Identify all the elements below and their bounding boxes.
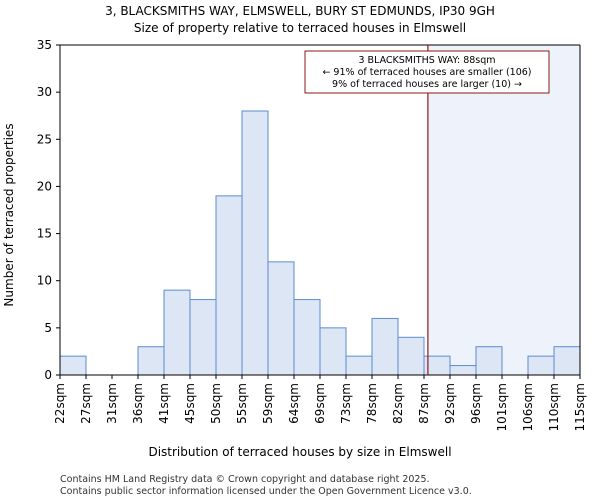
bar-96sqm [475, 346, 503, 376]
plot-area: 0 5 10 15 20 25 30 35 22sqm 27sqm 31sqm 36sqm 41sqm 4… [37, 38, 587, 431]
bar-110sqm [553, 346, 581, 376]
x-tick-label-110sqm: 110sqm [547, 383, 561, 431]
y-axis-label: Number of terraced properties [2, 123, 16, 306]
x-tick-label-73sqm: 73sqm [339, 383, 353, 424]
x-tick-label-50sqm: 50sqm [209, 383, 223, 424]
bar-78sqm [371, 317, 399, 376]
x-axis-label: Distribution of terraced houses by size … [148, 445, 451, 459]
bar-36sqm [137, 346, 165, 376]
bar-50sqm [215, 195, 243, 376]
x-tick-label-45sqm: 45sqm [183, 383, 197, 424]
bar-59sqm [267, 261, 295, 376]
x-tick-label-96sqm: 96sqm [469, 383, 483, 424]
x-tick-label-22sqm: 22sqm [53, 383, 67, 424]
bar-45sqm [189, 299, 217, 376]
x-tick-label-69sqm: 69sqm [313, 383, 327, 424]
y-tick-label-10: 10 [37, 274, 52, 288]
x-tick-label-55sqm: 55sqm [235, 383, 249, 424]
x-tick-label-87sqm: 87sqm [417, 383, 431, 424]
x-tick-label-82sqm: 82sqm [391, 383, 405, 424]
y-tick-label-25: 25 [37, 132, 52, 146]
y-tick-label-35: 35 [37, 38, 52, 52]
x-tick-label-101sqm: 101sqm [495, 383, 509, 431]
bar-106sqm [527, 355, 555, 376]
y-tick-label-0: 0 [44, 368, 52, 382]
bar-73sqm [345, 355, 373, 376]
annotation-box [304, 50, 550, 94]
x-tick-label-92sqm: 92sqm [443, 383, 457, 424]
y-tick-label-30: 30 [37, 85, 52, 99]
x-tick-label-31sqm: 31sqm [105, 383, 119, 424]
bar-22sqm [59, 355, 87, 376]
bar-64sqm [293, 299, 321, 376]
footer-line2: Contains public sector information licen… [60, 486, 472, 497]
y-tick-label-20: 20 [37, 179, 52, 193]
bar-69sqm [319, 327, 347, 376]
x-tick-label-64sqm: 64sqm [287, 383, 301, 424]
bar-92sqm [449, 365, 477, 376]
annotation-line1: 3 BLACKSMITHS WAY: 88sqm [358, 55, 495, 66]
y-tick-label-5: 5 [44, 321, 52, 335]
x-tick-label-41sqm: 41sqm [157, 383, 171, 424]
x-tick-label-115sqm: 115sqm [573, 383, 587, 431]
chart-title-line2: Size of property relative to terraced ho… [134, 21, 466, 35]
x-tick-label-78sqm: 78sqm [365, 383, 379, 424]
annotation-line2: ← 91% of terraced houses are smaller (10… [322, 67, 531, 78]
x-tick-label-36sqm: 36sqm [131, 383, 145, 424]
footer-line1: Contains HM Land Registry data © Crown c… [60, 474, 430, 485]
bar-41sqm [163, 289, 191, 376]
annotation-line3: 9% of terraced houses are larger (10) → [332, 79, 522, 90]
bar-55sqm [241, 110, 269, 376]
x-tick-label-106sqm: 106sqm [521, 383, 535, 431]
y-tick-label-15: 15 [37, 227, 52, 241]
x-tick-label-27sqm: 27sqm [79, 383, 93, 424]
bar-82sqm [397, 336, 425, 376]
highlight-region [427, 45, 580, 375]
x-tick-label-59sqm: 59sqm [261, 383, 275, 424]
chart-title-line1: 3, BLACKSMITHS WAY, ELMSWELL, BURY ST ED… [105, 4, 495, 18]
